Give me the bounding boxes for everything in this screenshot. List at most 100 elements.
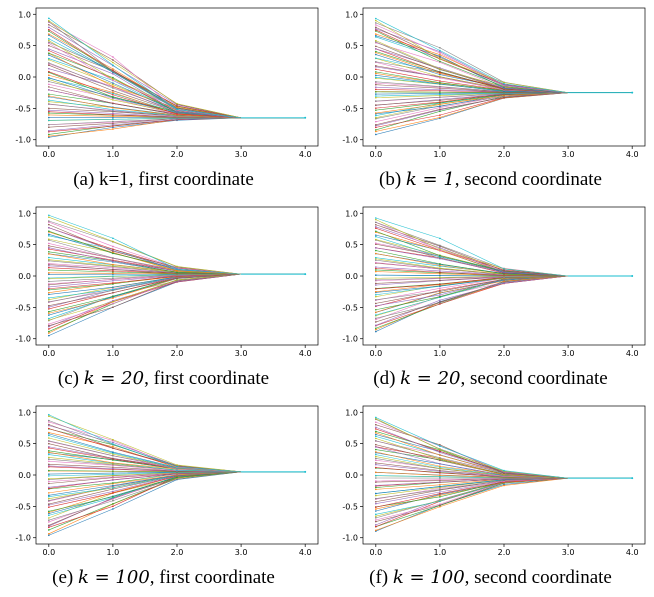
caption-math: k = 100 — [392, 567, 465, 588]
series-point — [48, 74, 50, 77]
series-point — [439, 270, 441, 272]
x-tick-label: 3.0 — [235, 548, 248, 557]
series-point — [112, 484, 114, 487]
x-tick-label: 0.0 — [42, 150, 55, 159]
series-point — [112, 492, 114, 494]
series-point — [439, 267, 441, 269]
series-point — [112, 508, 114, 510]
series-point — [48, 465, 50, 467]
x-tick-label: 3.0 — [562, 548, 575, 557]
series-point — [375, 298, 377, 301]
series-point — [439, 105, 441, 108]
series-point — [112, 237, 114, 240]
panel-b: 0.0 1.0 2.0 3.0 4.0 -1.0 -0.5 0.0 0.5 1.0 (b) k =… — [327, 0, 654, 199]
series-point — [176, 271, 178, 274]
series-point — [375, 284, 377, 286]
series-point — [112, 445, 114, 448]
series-point — [375, 259, 377, 261]
series-point — [112, 265, 114, 267]
series-point — [48, 519, 50, 521]
converged-point — [304, 116, 307, 119]
series-point — [375, 321, 377, 323]
caption-rest: , second coordinate — [460, 368, 608, 389]
panel-c-plot: 0.0 1.0 2.0 3.0 4.0 -1.0 -0.5 0.0 0.5 1.0 — [15, 206, 319, 358]
series-point — [48, 517, 50, 519]
series-point — [375, 453, 377, 456]
series-point — [375, 80, 377, 83]
series-point — [176, 265, 178, 268]
series-point — [48, 33, 50, 35]
panel-d: 0.0 1.0 2.0 3.0 4.0 -1.0 -0.5 0.0 0.5 1.0 (d) k =… — [327, 199, 654, 398]
series-point — [48, 42, 50, 45]
series-point — [439, 249, 441, 252]
series-point — [48, 312, 50, 315]
series-point — [48, 242, 50, 245]
series-point — [503, 469, 505, 472]
series-point — [48, 48, 50, 50]
series-point — [112, 280, 114, 282]
x-tick-label: 4.0 — [626, 349, 639, 358]
series-point — [439, 85, 441, 88]
series-point — [503, 278, 505, 281]
series-point — [48, 244, 50, 247]
series-point — [112, 115, 114, 118]
series-point — [48, 58, 50, 61]
x-tick-label: 1.0 — [434, 150, 447, 159]
series-point — [48, 494, 50, 497]
series-point — [48, 93, 50, 95]
series-point — [112, 438, 114, 441]
x-tick-label: 4.0 — [299, 349, 312, 358]
series-point — [375, 93, 377, 95]
series-point — [375, 524, 377, 526]
series-point — [112, 453, 114, 455]
panel-e-plot: 0.0 1.0 2.0 3.0 4.0 -1.0 -0.5 0.0 0.5 1.0 — [15, 405, 319, 557]
series-point — [48, 287, 50, 290]
series-point — [375, 109, 377, 111]
converged-point — [304, 470, 307, 473]
y-tick-label: 0.5 — [18, 241, 31, 250]
series-point — [375, 261, 377, 264]
series-point — [48, 272, 50, 274]
panel-f-caption: (f) k = 100, second coordinate — [327, 567, 654, 593]
series-point — [112, 472, 114, 474]
series-point — [375, 497, 377, 500]
series-point — [375, 494, 377, 497]
series-point — [112, 297, 114, 299]
caption-math: k = 1 — [405, 169, 455, 190]
series-point — [112, 122, 114, 125]
series-point — [112, 85, 114, 88]
series-point — [48, 286, 50, 288]
series-point — [48, 534, 50, 537]
series-point — [48, 280, 50, 283]
series-point — [439, 457, 441, 459]
series-point — [375, 223, 377, 226]
series-point — [503, 268, 505, 270]
panel-c: 0.0 1.0 2.0 3.0 4.0 -1.0 -0.5 0.0 0.5 1.0 (c) k =… — [0, 199, 327, 398]
caption-math: k = 20 — [83, 368, 145, 389]
panel-f: 0.0 1.0 2.0 3.0 4.0 -1.0 -0.5 0.0 0.5 1.0 (f) k =… — [327, 398, 654, 597]
converged-point — [304, 273, 307, 276]
series-point — [112, 61, 114, 64]
panel-a-plot: 0.0 1.0 2.0 3.0 4.0 -1.0 -0.5 0.0 0.5 1.0 — [15, 7, 319, 159]
series-point — [48, 78, 50, 81]
series-point — [375, 430, 377, 433]
series-point — [375, 433, 377, 436]
series-point — [48, 317, 50, 320]
series-point — [439, 475, 441, 478]
series-point — [503, 280, 505, 282]
caption-label: (c) — [57, 368, 79, 389]
x-tick-label: 1.0 — [434, 548, 447, 557]
series-point — [48, 89, 50, 91]
caption-math: k = 100 — [78, 567, 150, 588]
series-point — [48, 447, 50, 449]
series-point — [439, 283, 441, 286]
series-point — [375, 459, 377, 462]
series-point — [375, 256, 377, 259]
series-point — [375, 36, 377, 38]
series-point — [48, 116, 50, 119]
series-point — [112, 300, 114, 303]
y-tick-label: 0.0 — [345, 272, 358, 281]
series-point — [48, 41, 50, 43]
series-point — [112, 245, 114, 248]
series-point — [112, 499, 114, 502]
